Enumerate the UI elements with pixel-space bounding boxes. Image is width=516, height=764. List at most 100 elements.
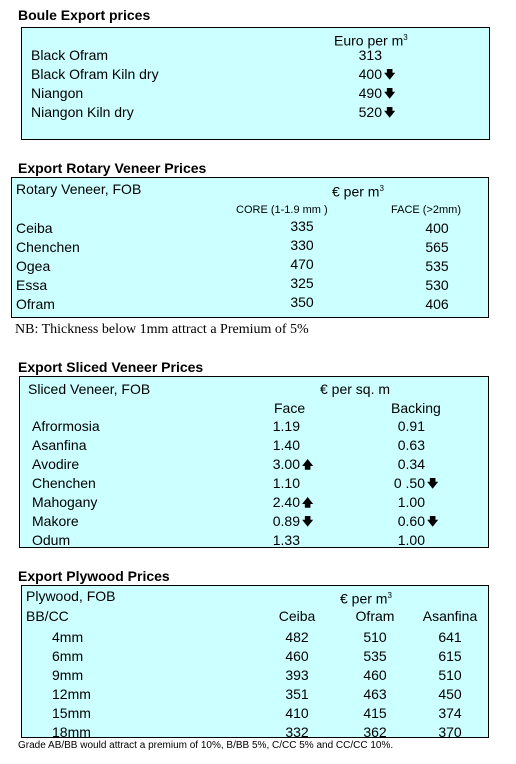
arrow-down-icon: 🡇	[384, 107, 396, 119]
rotary-title: Export Rotary Veneer Prices	[18, 160, 207, 176]
arrow-down-icon: 🡇	[384, 88, 396, 100]
sliced-row-face: 1.40	[272, 437, 300, 453]
plywood-row-value: 393	[285, 667, 309, 683]
plywood-row-size: 12mm	[52, 686, 91, 702]
plywood-col-header: Ofram	[355, 608, 395, 624]
sliced-row-name: Mahogany	[32, 494, 98, 510]
plywood-row-value: 641	[438, 629, 462, 645]
sliced-row-face: 0.89	[272, 513, 300, 529]
plywood-row-value: 362	[363, 724, 387, 740]
plywood-row-value: 332	[285, 724, 309, 740]
boule-title: Boule Export prices	[18, 7, 151, 23]
plywood-label: Plywood, FOB	[26, 588, 116, 604]
plywood-row-size: 15mm	[52, 705, 91, 721]
plywood-row-size: 9mm	[52, 667, 84, 683]
plywood-row-value: 615	[438, 648, 462, 664]
plywood-row-size: 6mm	[52, 648, 84, 664]
sliced-row-face: 3.00	[272, 456, 300, 472]
rotary-unit: € per m3	[332, 183, 384, 200]
rotary-row-face: 530	[425, 277, 449, 293]
boule-row-name: Niangon	[31, 85, 84, 101]
rotary-table: Rotary Veneer, FOB € per m3 CORE (1-1.9 …	[11, 177, 489, 318]
sliced-row-face: 2.40	[272, 494, 300, 510]
rotary-col-core: CORE (1-1.9 mm )	[236, 204, 328, 216]
plywood-row-value: 510	[363, 629, 387, 645]
boule-row-name: Niangon Kiln dry	[31, 104, 134, 120]
rotary-row-name: Ceiba	[16, 220, 53, 236]
sliced-row-name: Afrormosia	[32, 418, 100, 434]
sliced-row-backing: 1.00	[397, 494, 425, 510]
rotary-row-face: 535	[425, 258, 449, 274]
arrow-up-icon: 🡅	[302, 459, 314, 471]
rotary-row-name: Ofram	[16, 296, 55, 312]
rotary-row-name: Ogea	[16, 258, 51, 274]
sliced-row-face: 1.10	[272, 475, 300, 491]
sliced-row-backing: 0.91	[397, 418, 425, 434]
rotary-row-core: 335	[290, 218, 314, 234]
plywood-row-value: 370	[438, 724, 462, 740]
rotary-row-core: 330	[290, 237, 314, 253]
rotary-row-face: 400	[425, 220, 449, 236]
plywood-row-value: 482	[285, 629, 309, 645]
plywood-grade: BB/CC	[26, 608, 69, 624]
plywood-title: Export Plywood Prices	[18, 568, 170, 584]
plywood-row-value: 510	[438, 667, 462, 683]
sliced-row-name: Chenchen	[32, 475, 96, 491]
plywood-note: Grade AB/BB would attract a premium of 1…	[18, 740, 394, 751]
sliced-row-name: Avodire	[32, 456, 80, 472]
sliced-row-name: Asanfina	[32, 437, 87, 453]
rotary-row-name: Chenchen	[16, 239, 80, 255]
plywood-row-value: 535	[363, 648, 387, 664]
sliced-row-backing: 0.34	[397, 456, 425, 472]
plywood-row-size: 18mm	[52, 724, 91, 740]
plywood-unit: € per m3	[340, 590, 392, 607]
rotary-row-face: 565	[425, 239, 449, 255]
plywood-col-header: Ceiba	[278, 608, 316, 624]
boule-unit: Euro per m3	[334, 32, 408, 49]
plywood-row-value: 410	[285, 705, 309, 721]
sliced-row-name: Odum	[32, 532, 71, 548]
arrow-down-icon: 🡇	[427, 516, 439, 528]
plywood-row-value: 460	[363, 667, 387, 683]
arrow-down-icon: 🡇	[302, 516, 314, 528]
sliced-row-backing: 0 .50	[393, 475, 425, 491]
boule-row-value: 520	[358, 104, 382, 120]
plywood-row-value: 450	[438, 686, 462, 702]
sliced-row-face: 1.19	[272, 418, 300, 434]
plywood-row-value: 415	[363, 705, 387, 721]
rotary-row-core: 470	[290, 256, 314, 272]
plywood-row-value: 351	[285, 686, 309, 702]
sliced-title: Export Sliced Veneer Prices	[18, 359, 204, 375]
plywood-row-value: 374	[438, 705, 462, 721]
arrow-up-icon: 🡅	[302, 497, 314, 509]
rotary-row-core: 325	[290, 275, 314, 291]
sliced-label: Sliced Veneer, FOB	[28, 381, 151, 397]
sliced-col-face: Face	[274, 400, 306, 416]
rotary-col-face: FACE (>2mm)	[391, 204, 461, 216]
sliced-table: Sliced Veneer, FOB € per sq. m Face Back…	[19, 376, 489, 548]
sliced-row-backing: 0.63	[397, 437, 425, 453]
plywood-row-value: 463	[363, 686, 387, 702]
rotary-note: NB: Thickness below 1mm attract a Premiu…	[15, 322, 309, 337]
arrow-down-icon: 🡇	[427, 478, 439, 490]
rotary-label: Rotary Veneer, FOB	[16, 181, 142, 197]
rotary-row-core: 350	[290, 294, 314, 310]
sliced-col-backing: Backing	[391, 400, 441, 416]
rotary-row-face: 406	[425, 296, 449, 312]
boule-row-value: 400	[358, 66, 382, 82]
sliced-row-backing: 1.00	[397, 532, 425, 548]
rotary-row-name: Essa	[16, 277, 48, 293]
plywood-table: Plywood, FOB € per m3 BB/CC Ceiba Ofram As…	[21, 585, 489, 740]
plywood-col-header: Asanfina	[422, 608, 478, 624]
boule-row-name: Black Ofram Kiln dry	[31, 66, 159, 82]
plywood-row-size: 4mm	[52, 629, 84, 645]
boule-row-value: 490	[358, 85, 382, 101]
arrow-down-icon: 🡇	[384, 69, 396, 81]
boule-table: Euro per m3 Black Ofram 313 Black Ofram Ki…	[21, 27, 490, 140]
boule-row-value: 313	[358, 47, 382, 63]
sliced-unit: € per sq. m	[320, 381, 391, 397]
sliced-row-face: 1.33	[272, 532, 300, 548]
boule-row-name: Black Ofram	[31, 47, 109, 63]
plywood-row-value: 460	[285, 648, 309, 664]
sliced-row-backing: 0.60	[397, 513, 425, 529]
